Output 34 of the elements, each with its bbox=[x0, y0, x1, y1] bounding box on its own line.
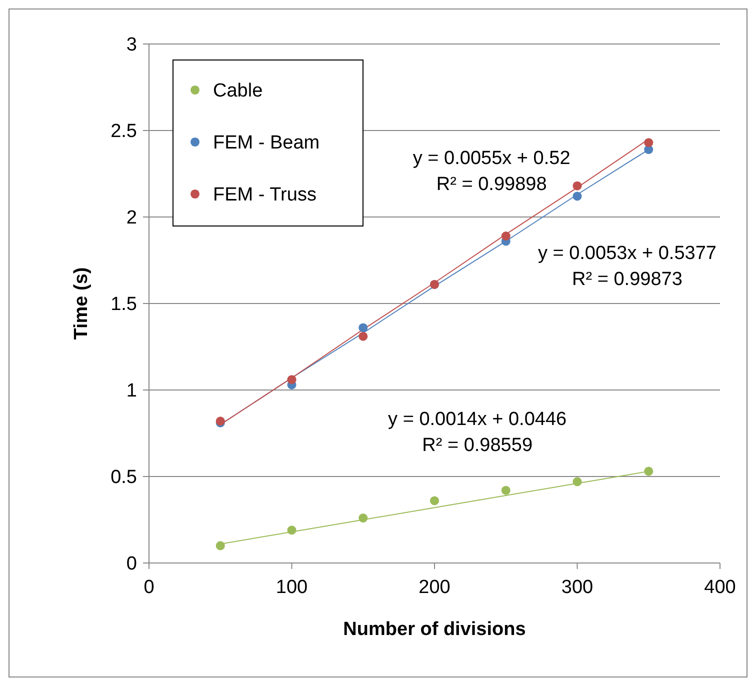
y-tick-label: 2 bbox=[126, 208, 137, 229]
point bbox=[287, 526, 296, 535]
point bbox=[572, 181, 582, 190]
point bbox=[358, 514, 368, 523]
y-tick-label: 0.5 bbox=[110, 467, 137, 488]
point bbox=[501, 486, 510, 495]
point bbox=[358, 332, 368, 341]
point bbox=[216, 541, 225, 550]
y-tick-label: 3 bbox=[126, 34, 137, 56]
point bbox=[572, 477, 582, 486]
point bbox=[572, 192, 582, 201]
annotation: y = 0.0053x + 0.5377 R² = 0.99873 bbox=[538, 243, 716, 290]
legend-label: FEM - Truss bbox=[213, 184, 316, 206]
point bbox=[501, 232, 510, 241]
point bbox=[430, 496, 440, 506]
x-tick-label: 100 bbox=[276, 577, 308, 598]
x-tick-label: 0 bbox=[144, 577, 154, 598]
x-tick-label: 300 bbox=[561, 577, 594, 598]
point bbox=[287, 375, 296, 384]
point bbox=[358, 323, 368, 332]
x-tick-label: 400 bbox=[704, 577, 736, 598]
annotation: y = 0.0014x + 0.0446 R² = 0.98559 bbox=[388, 409, 567, 456]
point bbox=[644, 138, 654, 148]
y-tick-label: 1 bbox=[126, 380, 137, 402]
y-tick-label: 2.5 bbox=[110, 121, 137, 142]
y-axis-title: Time (s) bbox=[71, 267, 92, 340]
x-axis-title: Number of divisions bbox=[343, 619, 526, 640]
legend-label: Cable bbox=[213, 80, 263, 102]
y-tick-label: 1.5 bbox=[110, 294, 137, 316]
y-tick-label: 0 bbox=[126, 554, 137, 575]
legend-label: FEM - Beam bbox=[213, 132, 320, 154]
annotation: y = 0.0055x + 0.52 R² = 0.99898 bbox=[412, 148, 570, 195]
x-tick-label: 200 bbox=[418, 577, 450, 598]
point bbox=[644, 466, 654, 476]
